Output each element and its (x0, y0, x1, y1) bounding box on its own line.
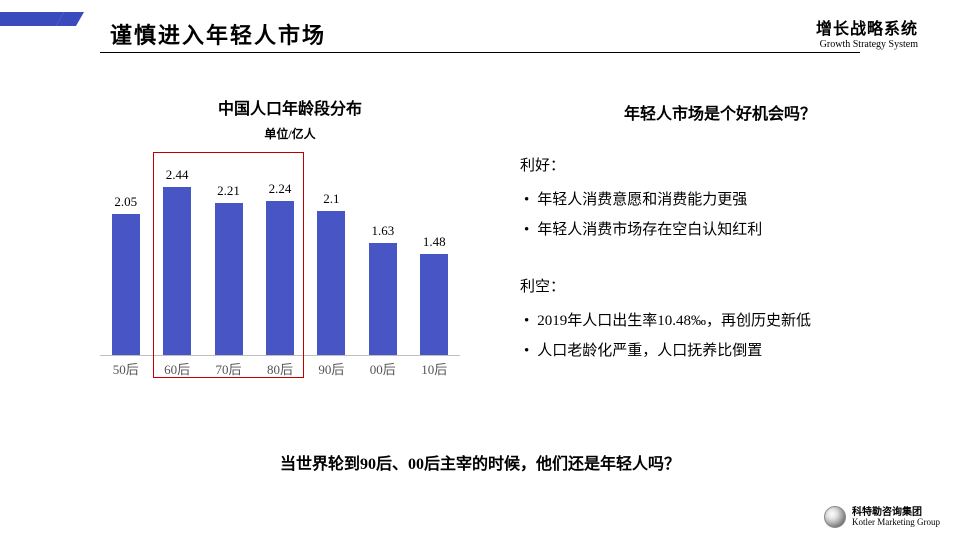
bar-value-label: 1.48 (423, 234, 446, 250)
x-axis-label: 00后 (363, 359, 403, 378)
title-underline (100, 52, 860, 53)
list-item: 人口老龄化严重，人口抚养比倒置 (520, 336, 920, 366)
x-axis-label: 80后 (260, 359, 300, 378)
footer-logo: 科特勒咨询集团 Kotler Marketing Group (824, 506, 940, 528)
bar-rect (420, 254, 448, 356)
population-chart: 中国人口年龄段分布 单位/亿人 2.05 2.44 2.21 2.24 2.1 1.63 1… (100, 95, 480, 376)
chart-baseline (100, 355, 460, 356)
brand-en: Growth Strategy System (816, 39, 918, 50)
footer-text: 科特勒咨询集团 Kotler Marketing Group (852, 507, 940, 528)
bar-slot: 2.21 (209, 183, 249, 356)
page-title: 谨慎进入年轻人市场 (110, 18, 326, 50)
negative-label: 利空： (520, 275, 920, 296)
x-axis-label: 60后 (157, 359, 197, 378)
x-axis-label: 90后 (311, 359, 351, 378)
bottom-question: 当世界轮到90后、00后主宰的时候，他们还是年轻人吗？ (0, 450, 960, 474)
brand-block: 增长战略系统 Growth Strategy System (816, 15, 918, 50)
bar-slot: 2.1 (311, 191, 351, 356)
list-item: 年轻人消费意愿和消费能力更强 (520, 185, 920, 215)
analysis-title: 年轻人市场是个好机会吗？ (520, 100, 920, 124)
bar-slot: 2.24 (260, 181, 300, 356)
brand-zh: 增长战略系统 (816, 15, 918, 39)
bar-value-label: 1.63 (371, 223, 394, 239)
bar-slot: 2.44 (157, 167, 197, 356)
bar-value-label: 2.05 (114, 194, 137, 210)
negative-list: 2019年人口出生率10.48‰，再创历史新低人口老龄化严重，人口抚养比倒置 (520, 306, 920, 366)
x-axis-label: 70后 (209, 359, 249, 378)
chart-plot: 2.05 2.44 2.21 2.24 2.1 1.63 1.48 50后 60后 70后 80后… (100, 156, 460, 376)
bar-value-label: 2.1 (323, 191, 339, 207)
bar-value-label: 2.24 (269, 181, 292, 197)
bar-slot: 1.63 (363, 223, 403, 356)
list-item: 2019年人口出生率10.48‰，再创历史新低 (520, 306, 920, 336)
bar-rect (317, 211, 345, 356)
footer-company-zh: 科特勒咨询集团 (852, 507, 940, 518)
chart-title: 中国人口年龄段分布 (100, 95, 480, 119)
positive-label: 利好： (520, 154, 920, 175)
globe-icon (824, 506, 846, 528)
x-axis-label: 50后 (106, 359, 146, 378)
x-axis-label: 10后 (414, 359, 454, 378)
bar-slot: 1.48 (414, 234, 454, 356)
bar-value-label: 2.44 (166, 167, 189, 183)
bar-value-label: 2.21 (217, 183, 240, 199)
list-item: 年轻人消费市场存在空白认知红利 (520, 215, 920, 245)
analysis-column: 年轻人市场是个好机会吗？ 利好： 年轻人消费意愿和消费能力更强年轻人消费市场存在… (520, 100, 920, 396)
bar-rect (112, 214, 140, 356)
bar-rect (266, 201, 294, 356)
bar-rect (215, 203, 243, 356)
bar-rect (369, 243, 397, 356)
positive-list: 年轻人消费意愿和消费能力更强年轻人消费市场存在空白认知红利 (520, 185, 920, 245)
chart-subtitle: 单位/亿人 (100, 125, 480, 142)
bar-rect (163, 187, 191, 356)
footer-company-en: Kotler Marketing Group (852, 518, 940, 528)
bar-slot: 2.05 (106, 194, 146, 356)
header-accent (0, 0, 100, 50)
